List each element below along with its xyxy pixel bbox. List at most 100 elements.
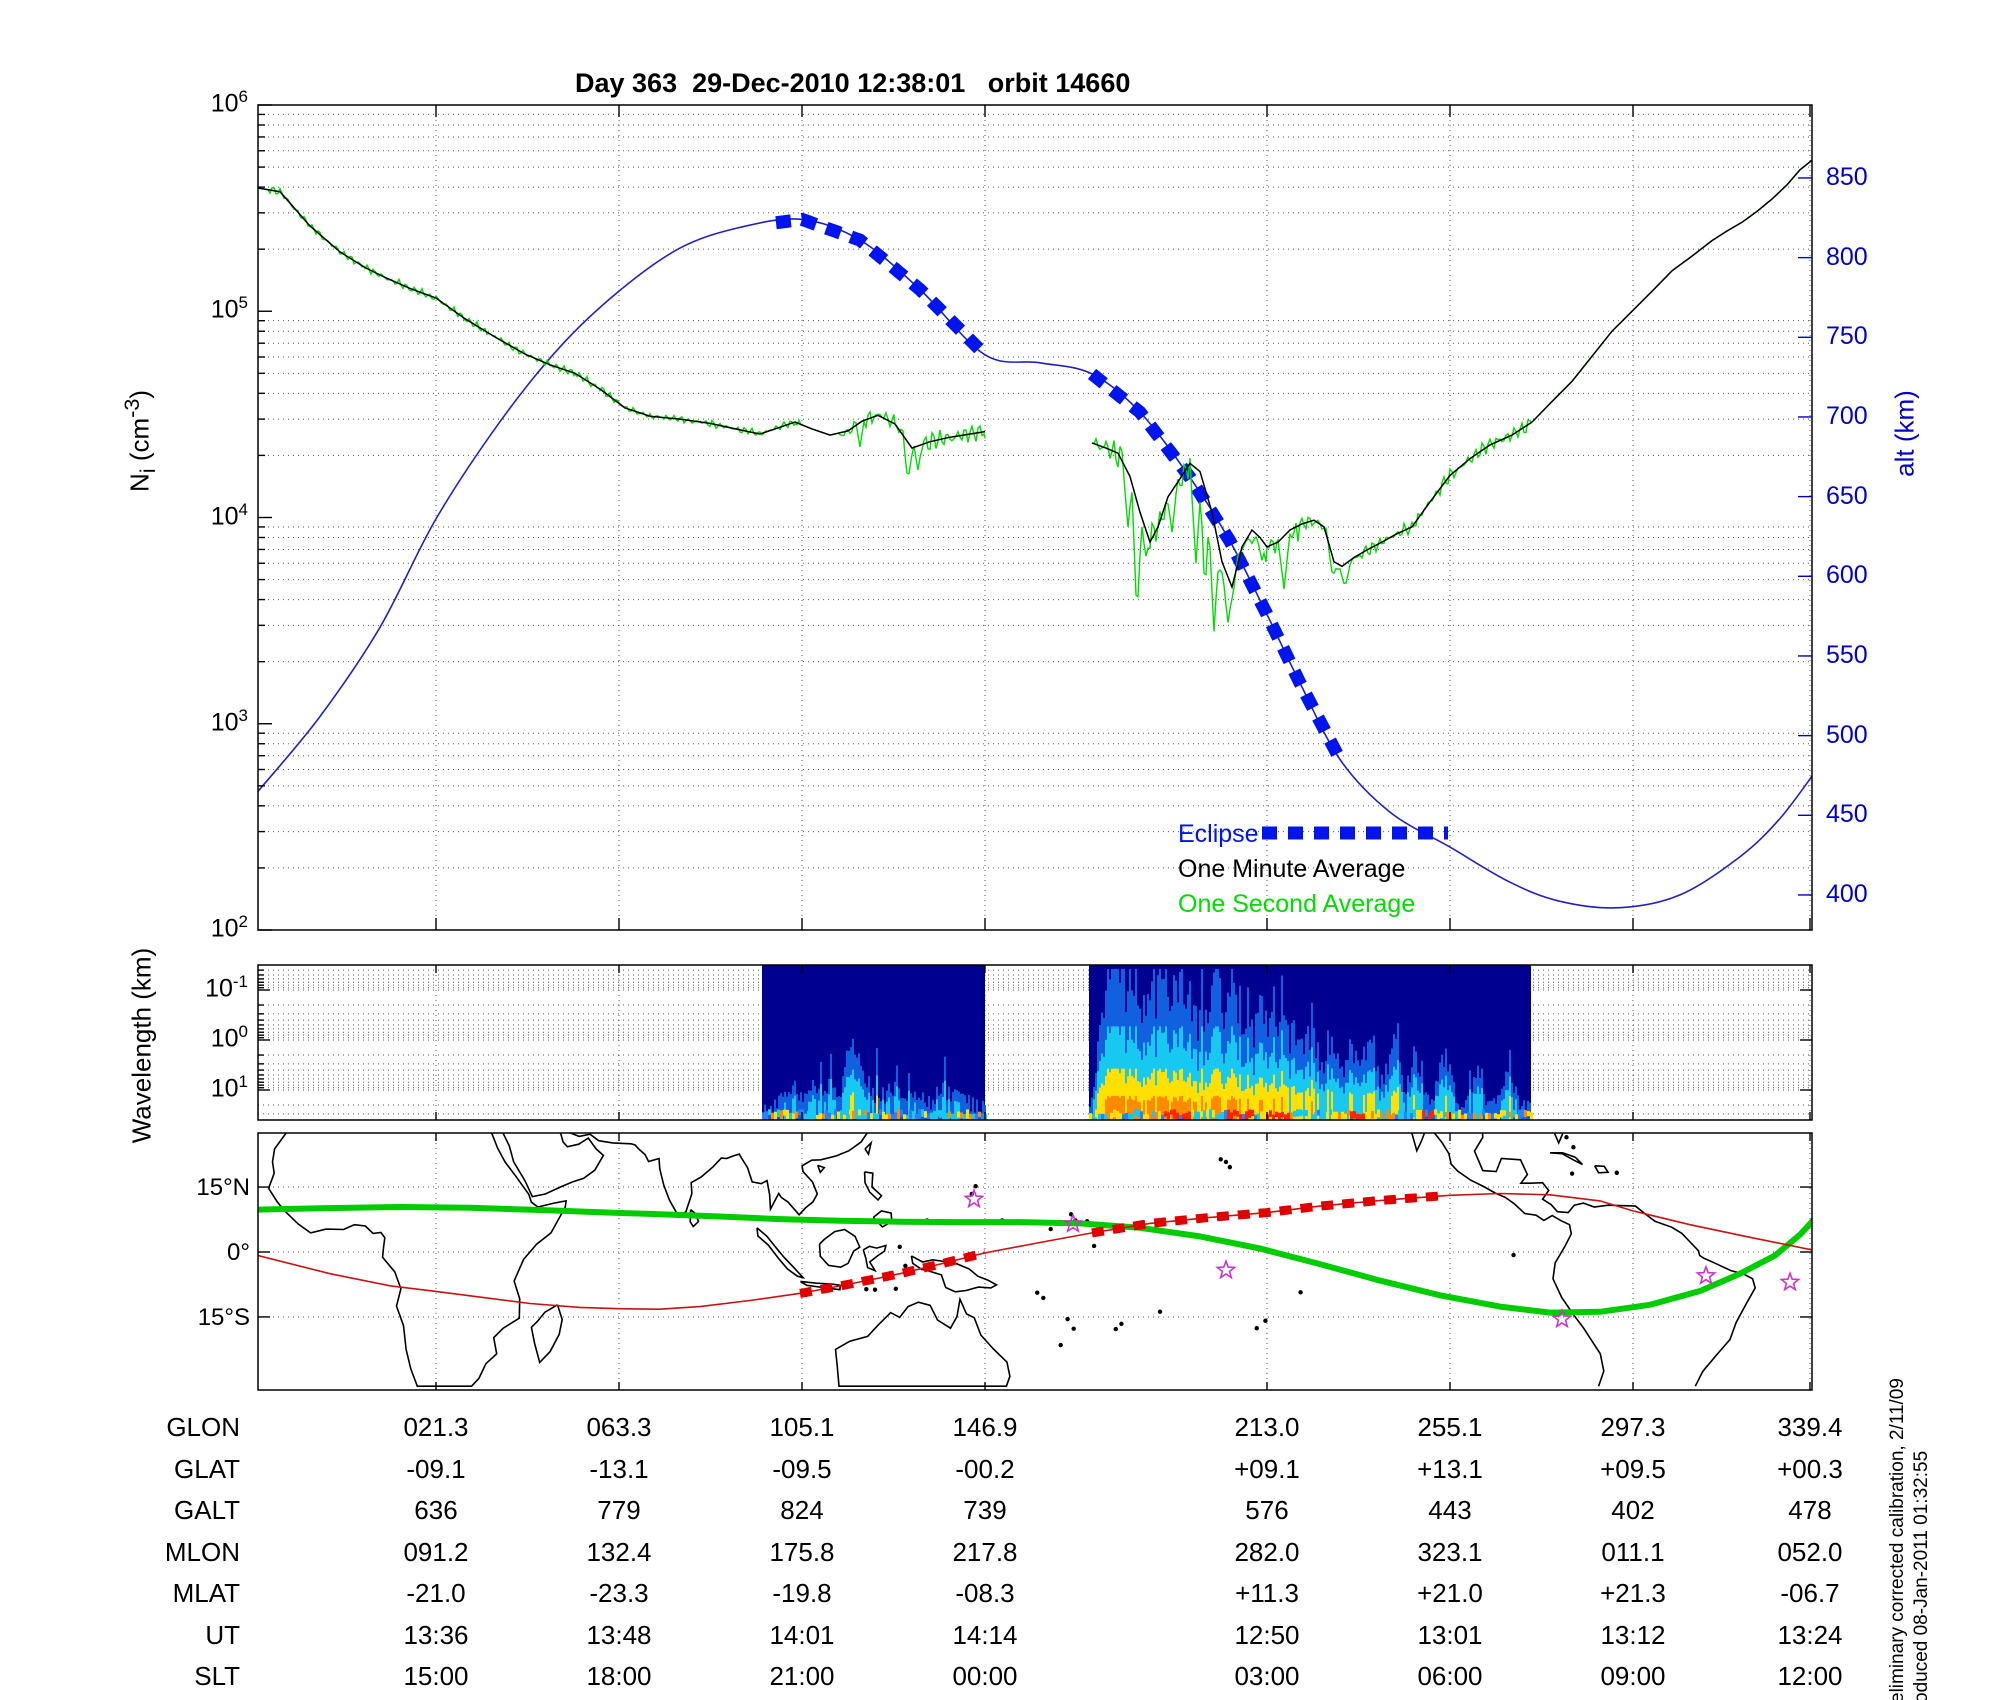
page-title: Day 363 29-Dec-2010 12:38:01 orbit 14660 [575,68,1131,98]
table-cell-ut-7: 13:24 [1777,1619,1843,1650]
island-dot [1569,1171,1575,1176]
altitude-line [258,218,1812,909]
coastline-sumatra [756,1227,806,1279]
coastline-india_indochina [638,1133,869,1219]
island-dot [1065,1316,1070,1322]
one-minute-average-line [1091,159,1812,590]
table-row-label-mlat: MLAT [172,1578,240,1608]
table-cell-glon-1: 063.3 [586,1412,652,1442]
island-dot [1048,1226,1053,1232]
island-dot [903,1263,908,1269]
coastline-cuba [1549,1152,1584,1166]
island-dot [1227,1164,1233,1170]
alt-tick-label: 850 [1826,162,1868,191]
sidenote-line1: Preliminary corrected calibration, 2/11/… [1887,1378,1908,1700]
table-cell-ut-5: 13:01 [1417,1619,1483,1650]
density-altitude-panel [258,159,1812,909]
island-dot [893,1286,899,1292]
table-cell-mlon-7: 052.0 [1777,1536,1843,1567]
island-dot [1041,1295,1046,1301]
island-dot [1113,1326,1118,1332]
table-cell-mlon-2: 175.8 [769,1536,835,1567]
map-lat-label-0: 0° [227,1239,250,1266]
dip-equator-line [258,1204,1812,1316]
ni-axis-label: Ni (cm-3) [119,389,160,492]
alt-tick-label: 600 [1826,561,1868,590]
table-cell-glon-5: 255.1 [1417,1412,1483,1442]
table-cell-mlon-3: 217.8 [952,1536,1018,1567]
table-cell-galt-5: 443 [1428,1495,1472,1525]
table-cell-mlat-7: -06.7 [1780,1578,1840,1608]
table-cell-glon-4: 213.0 [1234,1412,1300,1442]
coastline-madagascar [530,1304,564,1364]
ni-tick-label: 104 [210,499,248,530]
island-dot [1571,1145,1576,1150]
table-cell-ut-3: 14:14 [952,1619,1018,1650]
table-cell-glat-6: +09.5 [1600,1453,1666,1484]
island-dot [897,1244,902,1250]
wavelength-tick-label: 101 [210,1072,248,1103]
satellite-ground-track [258,1192,1812,1311]
eclipse-dashes [775,212,990,360]
island-dot [864,1287,869,1292]
island-dot [1091,1243,1097,1249]
panel-frames [257,104,1813,1391]
table-cell-glat-7: +00.3 [1777,1453,1843,1484]
island-dot [1119,1321,1124,1327]
table-cell-glon-2: 105.1 [769,1412,835,1442]
wavelength-tick-label: 100 [210,1022,248,1053]
coastline-hispaniola [1594,1165,1610,1174]
island-dot [973,1183,978,1189]
alt-tick-label: 450 [1826,800,1868,829]
table-cell-mlat-3: -08.3 [955,1578,1015,1608]
table-cell-slt-0: 15:00 [403,1661,469,1691]
island-dot [1263,1318,1268,1324]
table-cell-slt-6: 09:00 [1600,1661,1666,1691]
table-cell-glon-3: 146.9 [952,1412,1018,1442]
station-star-icon [1551,1307,1573,1329]
table-cell-mlat-6: +21.3 [1600,1578,1666,1608]
alt-tick-label: 800 [1826,242,1868,271]
table-cell-ut-0: 13:36 [403,1619,469,1650]
station-star-icon [1215,1258,1237,1280]
table-cell-galt-0: 636 [414,1495,458,1525]
island-dot [1071,1326,1076,1331]
table-cell-galt-7: 478 [1788,1495,1832,1525]
one-minute-average-line [258,187,986,449]
table-cell-mlat-4: +11.3 [1235,1578,1299,1608]
island-dot [1614,1170,1620,1175]
table-cell-glat-2: -09.5 [772,1453,832,1484]
table-row-label-galt: GALT [174,1495,240,1525]
table-cell-ut-6: 13:12 [1600,1619,1666,1650]
station-star-icon [1695,1264,1717,1285]
legend-one-second-label: One Second Average [1178,890,1416,918]
map-eclipse-dashes [1091,1191,1445,1238]
table-cell-mlon-1: 132.4 [586,1536,652,1567]
table-cell-slt-2: 21:00 [769,1661,835,1691]
table-cell-galt-4: 576 [1245,1495,1289,1525]
table-cell-mlat-5: +21.0 [1417,1578,1483,1608]
island-dot [1157,1309,1163,1314]
table-cell-mlat-2: -19.8 [772,1578,832,1608]
station-star-icon [1062,1212,1084,1233]
wavelength-tick-label: 10-1 [205,972,248,1003]
legend-one-minute-label: One Minute Average [1178,855,1406,883]
alt-tick-label: 550 [1826,640,1868,669]
ground-track-map [258,1133,1812,1387]
table-cell-glat-4: +09.1 [1234,1453,1300,1484]
station-star-icon [963,1187,985,1209]
ni-tick-label: 103 [210,705,248,737]
table-cell-slt-4: 03:00 [1234,1661,1300,1691]
coastline-africa [267,1133,568,1387]
coastline-baja [1410,1133,1426,1153]
coastline-mindanao [872,1210,893,1228]
one-second-average-line [258,186,986,475]
island-dot [1218,1157,1223,1162]
table-cell-slt-7: 12:00 [1777,1661,1843,1691]
alt-tick-label: 400 [1826,879,1868,908]
production-sidenote: Preliminary corrected calibration, 2/11/… [1886,1262,1934,1700]
coastline-australia [834,1296,1011,1387]
coastline-florida [1553,1133,1564,1145]
